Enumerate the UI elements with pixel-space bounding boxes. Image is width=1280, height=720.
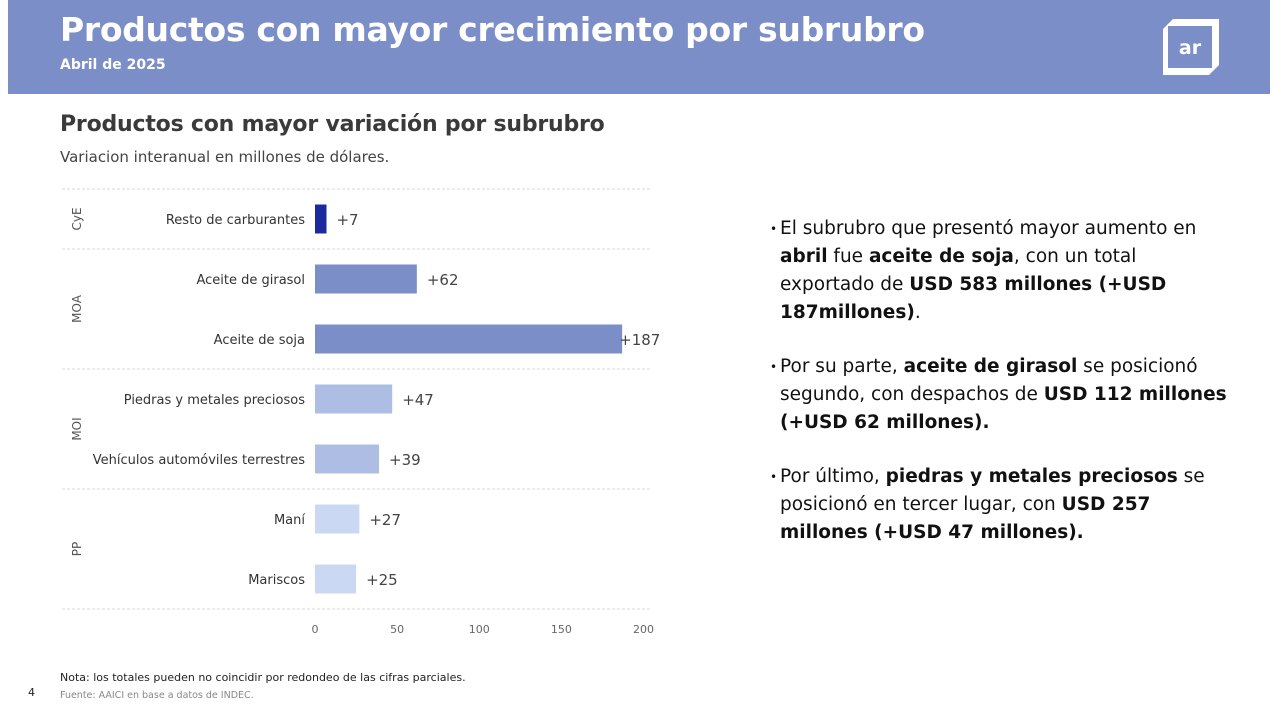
value-label: +62 bbox=[427, 271, 459, 289]
bullet-text: Por último, bbox=[780, 466, 886, 487]
bullet-text: se posicionó en tercer lugar, con bbox=[780, 466, 1205, 515]
group-label: CyE bbox=[70, 207, 84, 230]
category-label: Piedras y metales preciosos bbox=[124, 393, 305, 408]
bullet-bold-text: USD 112 millones (+USD 62 millones). bbox=[780, 384, 1227, 433]
bullet-item: • Por su parte, aceite de girasol se posi… bbox=[770, 353, 1230, 437]
group-label: PP bbox=[70, 542, 84, 556]
logo-text: ar bbox=[1179, 37, 1202, 59]
category-label: Vehículos automóviles terrestres bbox=[93, 453, 305, 468]
value-label: +27 bbox=[369, 511, 401, 529]
page-number: 4 bbox=[28, 686, 35, 699]
bullet-bold-text: USD 583 millones (+USD 187millones) bbox=[780, 274, 1167, 323]
chart-subtitle: Variacion interanual en millones de dóla… bbox=[60, 148, 390, 166]
bullet-text: , con un total exportado de bbox=[780, 246, 1137, 295]
bar bbox=[315, 384, 393, 414]
bullet-text: se posicionó segundo, con despachos de bbox=[780, 356, 1198, 405]
bullet-bold-text: USD 257 millones (+USD 47 millones). bbox=[780, 494, 1151, 543]
bullet-bold-text: aceite de soja bbox=[868, 246, 1014, 267]
x-tick-label: 100 bbox=[469, 623, 490, 636]
ar-logo: ar bbox=[1163, 19, 1219, 75]
bar bbox=[315, 564, 357, 594]
x-tick-label: 50 bbox=[390, 623, 404, 636]
bullet-bold-text: aceite de girasol bbox=[903, 356, 1078, 377]
bar bbox=[315, 324, 623, 354]
bar-chart: CyE MOA MOI PP Resto de carburantes +7 Aceite … bbox=[62, 188, 660, 636]
value-label: +39 bbox=[389, 451, 421, 469]
bar bbox=[315, 204, 327, 234]
category-label: Resto de carburantes bbox=[166, 213, 305, 228]
page-title: Productos con mayor crecimiento por subr… bbox=[60, 10, 925, 49]
footnote: Nota: los totales pueden no coincidir po… bbox=[60, 671, 466, 684]
page-subtitle: Abril de 2025 bbox=[60, 57, 166, 73]
category-label: Aceite de girasol bbox=[196, 273, 305, 288]
bar bbox=[315, 444, 380, 474]
value-label: +7 bbox=[336, 211, 358, 229]
bar bbox=[315, 504, 360, 534]
group-label: MOI bbox=[70, 417, 84, 440]
bullet-bold-text: piedras y metales preciosos bbox=[885, 466, 1178, 487]
category-label: Maní bbox=[274, 513, 305, 528]
value-label: +47 bbox=[402, 391, 434, 409]
bar bbox=[315, 264, 417, 294]
bullet-text: . bbox=[914, 302, 921, 323]
bullet-dot: • bbox=[770, 470, 778, 484]
x-tick-label: 200 bbox=[633, 623, 654, 636]
bullet-dot: • bbox=[770, 360, 778, 374]
bullet-dot: • bbox=[770, 222, 778, 236]
group-label: MOA bbox=[70, 294, 84, 323]
source-note: Fuente: AAICI en base a datos de INDEC. bbox=[60, 690, 254, 701]
bullet-bold-text: abril bbox=[780, 246, 828, 267]
header-banner: Productos con mayor crecimiento por subr… bbox=[8, 0, 1270, 94]
commentary: • El subrubro que presentó mayor aumento … bbox=[770, 215, 1230, 573]
chart-title: Productos con mayor variación por subrub… bbox=[60, 112, 605, 137]
value-label: +187 bbox=[619, 331, 660, 349]
bullet-text: Por su parte, bbox=[780, 356, 904, 377]
bullet-item: • Por último, piedras y metales preciosos… bbox=[770, 463, 1230, 547]
bullet-text: El subrubro que presentó mayor aumento e… bbox=[780, 218, 1197, 239]
x-tick-label: 0 bbox=[312, 623, 319, 636]
category-label: Mariscos bbox=[248, 573, 305, 588]
x-tick-label: 150 bbox=[551, 623, 572, 636]
bullet-text: fue bbox=[827, 246, 869, 267]
value-label: +25 bbox=[366, 571, 398, 589]
category-label: Aceite de soja bbox=[214, 333, 305, 348]
bullet-item: • El subrubro que presentó mayor aumento … bbox=[770, 215, 1230, 327]
